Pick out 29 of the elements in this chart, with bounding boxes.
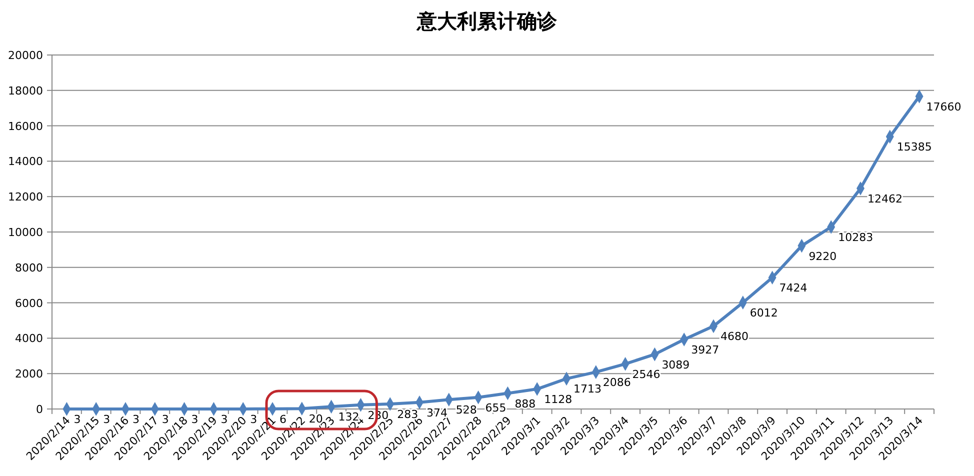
data-label: 2546 — [632, 368, 660, 381]
data-label: 15385 — [896, 140, 932, 154]
data-label: 3927 — [691, 343, 720, 356]
data-label: 9220 — [808, 250, 837, 263]
data-label: 7424 — [779, 282, 808, 295]
y-tick-label: 16000 — [8, 120, 43, 133]
data-label: 888 — [514, 397, 536, 410]
y-tick-label: 12000 — [8, 190, 43, 204]
data-label: 655 — [485, 401, 506, 414]
y-tick-label: 8000 — [15, 261, 43, 274]
y-tick-label: 2000 — [15, 368, 43, 381]
y-tick-label: 20000 — [8, 49, 43, 62]
y-tick-label: 4000 — [15, 332, 43, 346]
data-label: 6012 — [750, 306, 778, 320]
chart-title: 意大利累计确诊 — [416, 9, 558, 33]
y-tick-label: 0 — [36, 403, 43, 416]
y-tick-label: 10000 — [8, 226, 43, 239]
data-label: 3089 — [662, 358, 690, 372]
data-label: 12462 — [868, 192, 902, 206]
data-label: 4680 — [720, 330, 748, 344]
data-label: 1713 — [574, 382, 602, 396]
data-label: 1128 — [544, 393, 572, 406]
y-tick-label: 18000 — [8, 84, 43, 98]
y-tick-label: 6000 — [15, 296, 43, 310]
data-label: 10283 — [838, 230, 874, 244]
data-label: 2086 — [602, 376, 631, 390]
data-label: 17660 — [926, 100, 962, 114]
data-label: 528 — [456, 404, 477, 417]
y-tick-label: 14000 — [8, 155, 43, 168]
